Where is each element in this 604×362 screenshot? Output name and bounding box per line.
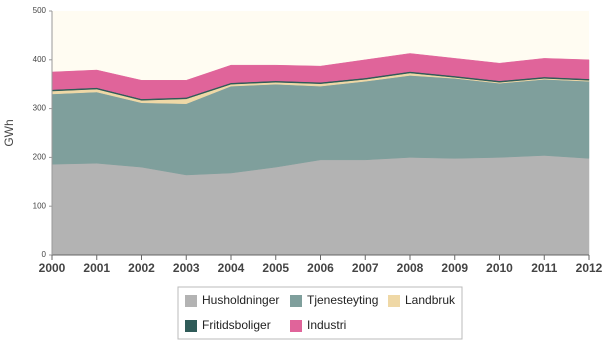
legend-label: Fritidsboliger	[202, 318, 271, 332]
y-tick-label: 300	[33, 104, 47, 113]
x-tick-label: 2008	[397, 261, 424, 275]
x-tick-label: 2003	[173, 261, 200, 275]
x-tick-label: 2011	[531, 261, 557, 275]
y-tick-label: 400	[33, 55, 47, 64]
x-tick-label: 2010	[486, 261, 513, 275]
legend-swatch	[388, 295, 400, 307]
legend	[177, 286, 463, 340]
legend-swatch	[185, 295, 197, 307]
area	[51, 53, 590, 100]
legend-label: Tjenesteyting	[307, 293, 378, 307]
x-tick-label: 2002	[128, 261, 155, 275]
y-tick-label: 100	[33, 201, 47, 210]
area	[51, 155, 590, 256]
x-tick-label: 2006	[307, 261, 334, 275]
x-tick-label: 2005	[262, 261, 289, 275]
y-tick-label: 200	[33, 153, 47, 162]
x-tick-label: 2012	[576, 261, 603, 275]
legend-label: Landbruk	[405, 293, 456, 307]
x-tick-label: 2000	[39, 261, 66, 275]
x-tick-label: 2009	[441, 261, 468, 275]
x-tick-label: 2004	[218, 261, 245, 275]
y-tick-label: 500	[33, 6, 47, 15]
y-tick-label: 0	[42, 250, 47, 259]
legend-swatch	[185, 320, 197, 332]
legend-swatch	[290, 295, 302, 307]
legend-label: Husholdninger	[202, 293, 279, 307]
y-axis-label: GWh	[2, 119, 16, 146]
legend-swatch	[290, 320, 302, 332]
legend-label: Industri	[307, 318, 346, 332]
x-tick-label: 2001	[83, 261, 110, 275]
x-tick-label: 2007	[352, 261, 379, 275]
